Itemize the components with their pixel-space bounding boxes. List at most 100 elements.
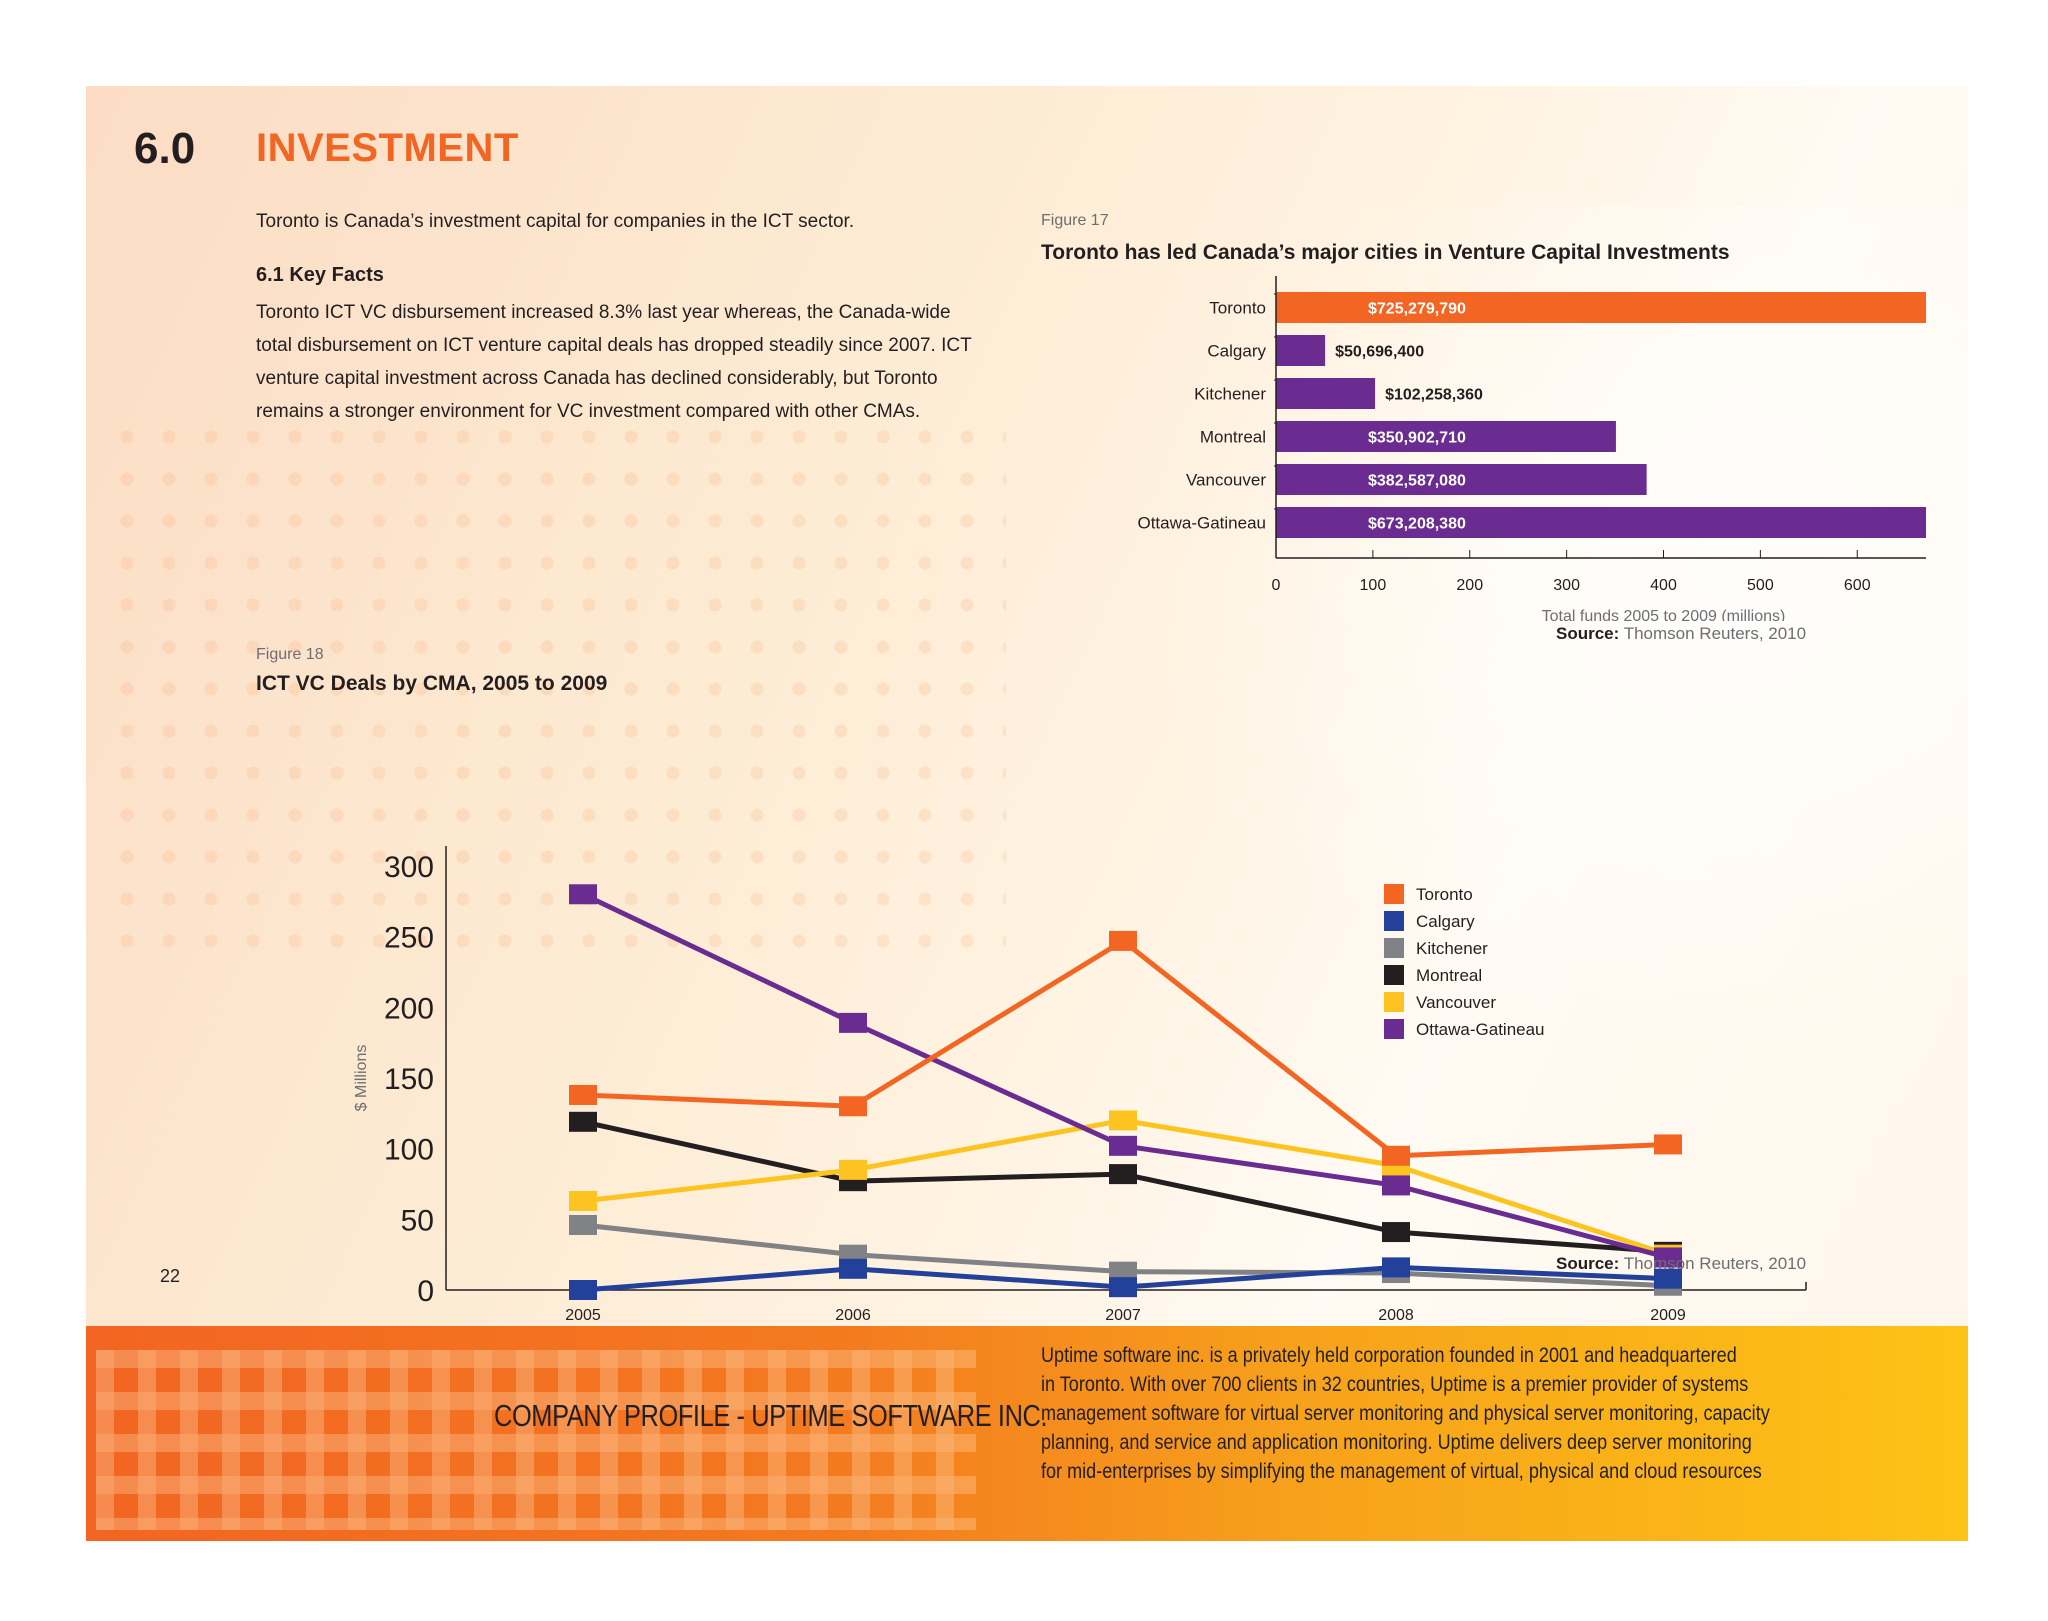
series-marker-vancouver xyxy=(569,1190,597,1211)
series-marker-vancouver xyxy=(839,1159,867,1180)
key-facts-line: Toronto ICT VC disbursement increased 8.… xyxy=(256,302,951,323)
figure18-title: ICT VC Deals by CMA, 2005 to 2009 xyxy=(256,672,608,695)
series-marker-toronto xyxy=(839,1096,867,1117)
bar-calgary xyxy=(1276,335,1326,366)
bar-data-label: $350,902,710 xyxy=(1368,430,1466,447)
bar-data-label: $102,258,360 xyxy=(1385,387,1483,404)
bar-toronto xyxy=(1276,292,1926,323)
series-marker-toronto xyxy=(569,1084,597,1105)
profile-line: for mid-enterprises by simplifying the m… xyxy=(1041,1460,1762,1483)
bar-kitchener xyxy=(1276,378,1376,409)
series-marker-toronto xyxy=(1654,1134,1682,1155)
series-marker-montreal xyxy=(1109,1164,1137,1185)
company-profile-text: Uptime software inc. is a privately held… xyxy=(1041,1341,1815,1486)
bar-data-label: $50,696,400 xyxy=(1335,344,1424,361)
bar-x-tick-label: 200 xyxy=(1456,577,1483,594)
legend-label-montreal: Montreal xyxy=(1416,966,1482,985)
key-facts-body: Toronto ICT VC disbursement increased 8.… xyxy=(256,296,1036,428)
bar-data-label: $673,208,380 xyxy=(1368,516,1466,533)
profile-line: Uptime software inc. is a privately held… xyxy=(1041,1344,1737,1367)
bar-data-label: $382,587,080 xyxy=(1368,473,1466,490)
source-text: Thomson Reuters, 2010 xyxy=(1619,624,1807,643)
line-y-tick-label: 0 xyxy=(417,1275,434,1308)
vc-bar-chart: Toronto $725,279,790 Calgary $50,696,400 Kit… xyxy=(1137,276,1926,621)
source-label: Source: xyxy=(1556,1254,1620,1273)
bar-vancouver xyxy=(1276,464,1647,495)
bar-x-axis-label: Total funds 2005 to 2009 (millions) xyxy=(1542,608,1786,621)
bar-x-tick-label: 600 xyxy=(1844,577,1871,594)
line-x-tick-label: 2006 xyxy=(835,1307,871,1324)
line-x-tick-label: 2008 xyxy=(1378,1307,1414,1324)
line-y-tick-label: 300 xyxy=(384,851,434,884)
report-page: 6.0 INVESTMENT Toronto is Canada’s inves… xyxy=(86,86,1968,1541)
page-number: 22 xyxy=(160,1266,181,1286)
series-marker-ottawa-gatineau xyxy=(1382,1175,1410,1196)
bar-category-label: Toronto xyxy=(1209,299,1266,318)
series-marker-ottawa-gatineau xyxy=(569,884,597,905)
key-facts-line: remains a stronger environment for VC in… xyxy=(256,401,921,422)
series-marker-vancouver xyxy=(1109,1110,1137,1131)
bar-x-tick-label: 100 xyxy=(1360,577,1387,594)
series-marker-montreal xyxy=(569,1111,597,1132)
legend-label-ottawa-gatineau: Ottawa-Gatineau xyxy=(1416,1020,1545,1039)
legend-swatch-kitchener xyxy=(1384,938,1404,958)
line-x-tick-label: 2007 xyxy=(1105,1307,1141,1324)
bar-category-label: Kitchener xyxy=(1194,385,1266,404)
key-facts-line: total disbursement on ICT venture capita… xyxy=(256,335,972,356)
legend-swatch-montreal xyxy=(1384,965,1404,985)
intro-text: Toronto is Canada’s investment capital f… xyxy=(256,211,855,232)
legend-swatch-vancouver xyxy=(1384,992,1404,1012)
section-number: 6.0 xyxy=(134,124,196,173)
line-y-tick-label: 50 xyxy=(401,1204,434,1237)
series-marker-calgary xyxy=(569,1280,597,1300)
key-facts-line: venture capital investment across Canada… xyxy=(256,368,938,389)
bar-x-tick-label: 500 xyxy=(1747,577,1774,594)
bar-montreal xyxy=(1276,421,1616,452)
figure17-source: Source: Thomson Reuters, 2010 xyxy=(1556,624,1806,644)
bar-category-label: Ottawa-Gatineau xyxy=(1137,514,1266,533)
bar-x-tick-label: 0 xyxy=(1272,577,1281,594)
legend-swatch-ottawa-gatineau xyxy=(1384,1019,1404,1039)
series-marker-calgary xyxy=(839,1258,867,1279)
line-y-axis-label: $ Millions xyxy=(353,1045,370,1112)
source-label: Source: xyxy=(1556,624,1620,643)
footer-banner xyxy=(86,1326,1968,1541)
series-marker-ottawa-gatineau xyxy=(1109,1135,1137,1156)
figure17-label: Figure 17 xyxy=(1041,212,1109,229)
legend-label-vancouver: Vancouver xyxy=(1416,993,1496,1012)
series-marker-kitchener xyxy=(569,1214,597,1235)
line-x-tick-label: 2009 xyxy=(1650,1307,1686,1324)
bar-category-label: Vancouver xyxy=(1186,471,1266,490)
legend-label-calgary: Calgary xyxy=(1416,912,1475,931)
legend-swatch-calgary xyxy=(1384,911,1404,931)
bar-category-label: Calgary xyxy=(1207,342,1266,361)
bar-x-tick-label: 300 xyxy=(1553,577,1580,594)
series-marker-calgary xyxy=(1382,1257,1410,1278)
series-marker-kitchener xyxy=(1109,1261,1137,1282)
profile-line: management software for virtual server m… xyxy=(1041,1402,1770,1425)
series-marker-ottawa-gatineau xyxy=(839,1012,867,1033)
section-title: INVESTMENT xyxy=(256,126,519,170)
line-y-tick-label: 100 xyxy=(384,1134,434,1167)
line-y-tick-label: 250 xyxy=(384,922,434,955)
line-y-tick-label: 150 xyxy=(384,1063,434,1096)
legend-label-kitchener: Kitchener xyxy=(1416,939,1488,958)
series-marker-toronto xyxy=(1109,930,1137,951)
bar-x-tick-label: 400 xyxy=(1650,577,1677,594)
bar-category-label: Montreal xyxy=(1200,428,1266,447)
company-profile-heading: COMPANY PROFILE - UPTIME SOFTWARE INC. xyxy=(494,1398,1048,1433)
figure17-title: Toronto has led Canada’s major cities in… xyxy=(1041,241,1730,264)
series-marker-calgary xyxy=(1109,1277,1137,1298)
line-y-tick-label: 200 xyxy=(384,992,434,1025)
series-marker-montreal xyxy=(1382,1222,1410,1243)
key-facts-heading: 6.1 Key Facts xyxy=(256,264,384,286)
figure18-source: Source: Thomson Reuters, 2010 xyxy=(1556,1254,1806,1274)
bar-ottawa-gatineau xyxy=(1276,507,1926,538)
profile-line: planning, and service and application mo… xyxy=(1041,1431,1752,1454)
legend-label-toronto: Toronto xyxy=(1416,885,1473,904)
profile-line: in Toronto. With over 700 clients in 32 … xyxy=(1041,1373,1749,1396)
series-marker-calgary xyxy=(1654,1268,1682,1289)
bar-data-label: $725,279,790 xyxy=(1368,301,1466,318)
line-x-tick-label: 2005 xyxy=(565,1307,601,1324)
series-marker-ottawa-gatineau xyxy=(1654,1247,1682,1268)
